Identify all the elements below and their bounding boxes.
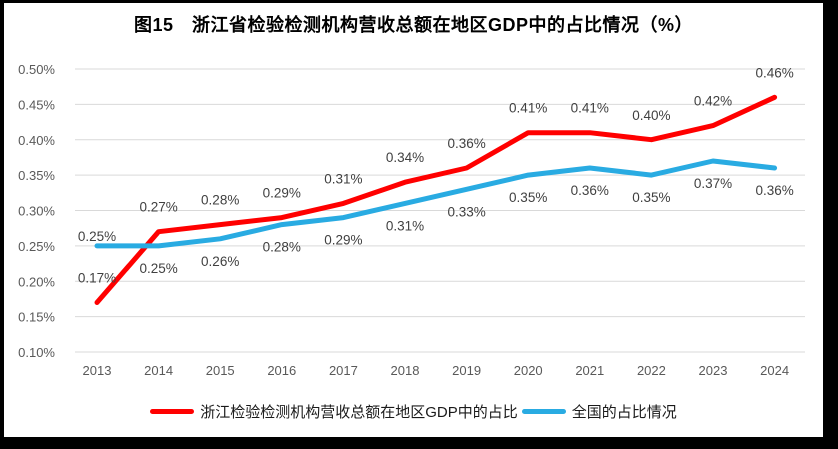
x-tick-label: 2022 <box>637 363 666 378</box>
series-line-national <box>94 158 778 249</box>
data-label: 0.27% <box>139 200 177 215</box>
line-chart: 0.50% 0.45% 0.40% 0.35% 0.30% 0.25% 0.20% 0.15%… <box>18 62 805 378</box>
data-label: 0.17% <box>78 270 116 285</box>
legend-item-national: 全国的占比情况 <box>521 401 677 422</box>
data-label: 0.28% <box>201 193 239 208</box>
data-label: 0.35% <box>632 190 670 205</box>
data-label: 0.41% <box>509 101 547 116</box>
data-label: 0.29% <box>324 233 362 248</box>
data-label: 0.35% <box>509 190 547 205</box>
data-label: 0.33% <box>447 204 485 219</box>
y-tick-label: 0.45% <box>18 97 55 112</box>
x-tick-label: 2019 <box>452 363 481 378</box>
data-label: 0.25% <box>78 229 116 244</box>
data-label: 0.29% <box>263 186 301 201</box>
chart-title: 图15 浙江省检验检测机构营收总额在地区GDP中的占比情况（%） <box>133 15 694 35</box>
data-label: 0.37% <box>694 176 732 191</box>
legend-label-zhejiang: 浙江检验检测机构营收总额在地区GDP中的占比 <box>200 403 518 421</box>
data-label: 0.36% <box>755 183 793 198</box>
data-label: 0.31% <box>324 171 362 186</box>
data-label: 0.26% <box>201 254 239 269</box>
data-label: 0.41% <box>571 101 609 116</box>
y-tick-label: 0.50% <box>18 62 55 77</box>
y-tick-label: 0.25% <box>18 239 55 254</box>
x-tick-label: 2023 <box>699 363 728 378</box>
data-label: 0.34% <box>386 150 424 165</box>
x-tick-label: 2018 <box>391 363 420 378</box>
legend-swatch-national <box>521 408 566 414</box>
y-tick-label: 0.15% <box>18 310 55 325</box>
data-label: 0.36% <box>447 136 485 151</box>
data-label: 0.25% <box>139 261 177 276</box>
series-line-zhejiang <box>94 94 778 305</box>
legend-label-national: 全国的占比情况 <box>571 403 677 421</box>
y-tick-label: 0.30% <box>18 204 55 219</box>
x-tick-label: 2015 <box>206 363 235 378</box>
data-label: 0.42% <box>694 94 732 109</box>
y-tick-label: 0.10% <box>18 345 55 360</box>
x-tick-label: 2021 <box>575 363 604 378</box>
x-tick-label: 2017 <box>329 363 358 378</box>
y-tick-label: 0.35% <box>18 168 55 183</box>
data-label: 0.40% <box>632 108 670 123</box>
data-label: 0.28% <box>263 240 301 255</box>
data-label: 0.36% <box>571 183 609 198</box>
chart-legend: 浙江检验检测机构营收总额在地区GDP中的占比 全国的占比情况 <box>4 399 823 423</box>
x-tick-label: 2024 <box>760 363 789 378</box>
legend-swatch-zhejiang <box>150 408 195 414</box>
y-tick-label: 0.40% <box>18 133 55 148</box>
x-tick-label: 2014 <box>144 363 173 378</box>
legend-item-zhejiang: 浙江检验检测机构营收总额在地区GDP中的占比 <box>150 401 518 422</box>
x-tick-label: 2020 <box>514 363 543 378</box>
x-tick-label: 2016 <box>267 363 296 378</box>
x-tick-label: 2013 <box>83 363 112 378</box>
data-label: 0.31% <box>386 218 424 233</box>
data-label: 0.46% <box>755 65 793 80</box>
y-tick-label: 0.20% <box>18 274 55 289</box>
